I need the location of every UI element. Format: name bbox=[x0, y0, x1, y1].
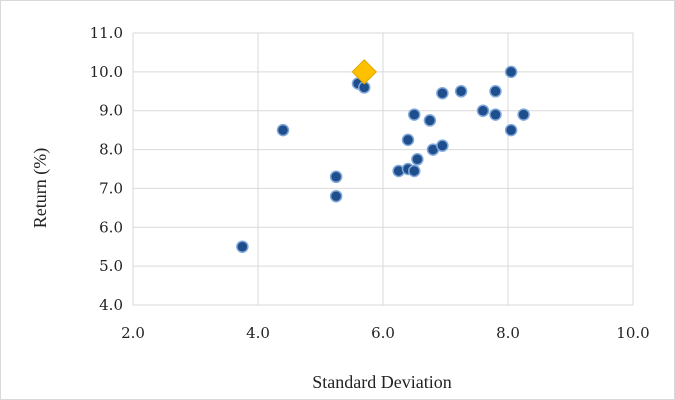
y-tick-label: 10.0 bbox=[90, 63, 123, 81]
grid-lines bbox=[132, 32, 634, 306]
data-points bbox=[236, 59, 530, 253]
tick-labels: 4.0 5.0 6.0 7.0 8.0 9.0 10.0 11.0 2.0 4.0 6.0 8.0 10… bbox=[90, 24, 650, 342]
y-tick-label: 6.0 bbox=[99, 218, 123, 236]
data-point bbox=[236, 240, 249, 253]
data-point bbox=[408, 108, 421, 121]
x-tick-label: 4.0 bbox=[246, 324, 270, 342]
y-tick-label: 9.0 bbox=[99, 102, 123, 120]
y-tick-label: 8.0 bbox=[99, 141, 123, 159]
data-point bbox=[489, 85, 502, 98]
data-point bbox=[436, 86, 449, 100]
data-point bbox=[489, 108, 502, 121]
data-point bbox=[401, 133, 415, 147]
y-tick-label: 5.0 bbox=[99, 257, 123, 275]
x-tick-label: 6.0 bbox=[371, 324, 395, 342]
data-point bbox=[411, 153, 424, 166]
data-point bbox=[408, 164, 421, 178]
data-point bbox=[436, 139, 449, 152]
y-tick-label: 7.0 bbox=[99, 179, 123, 197]
data-point bbox=[504, 65, 518, 79]
data-point bbox=[329, 170, 343, 184]
data-point bbox=[476, 104, 490, 117]
data-point bbox=[517, 108, 530, 121]
x-tick-label: 10.0 bbox=[616, 324, 649, 342]
data-point-diamond bbox=[351, 59, 377, 85]
data-point bbox=[329, 189, 343, 203]
x-tick-label: 8.0 bbox=[496, 324, 520, 342]
x-tick-label: 2.0 bbox=[121, 324, 145, 342]
y-tick-label: 4.0 bbox=[99, 296, 123, 314]
y-tick-label: 11.0 bbox=[90, 24, 123, 42]
data-point bbox=[423, 114, 437, 127]
y-axis-title: Return (%) bbox=[30, 148, 51, 228]
data-point bbox=[504, 123, 518, 137]
data-point bbox=[276, 123, 290, 137]
x-axis-title: Standard Deviation bbox=[312, 372, 451, 392]
data-point bbox=[454, 85, 468, 98]
